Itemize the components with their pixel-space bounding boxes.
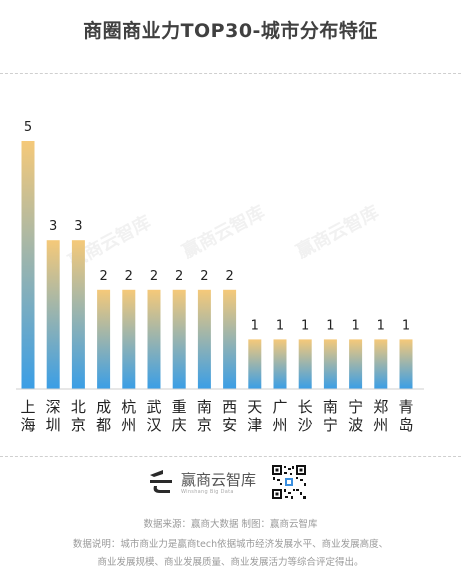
bar bbox=[273, 339, 287, 389]
data-label: 1 bbox=[377, 318, 385, 333]
x-tick-label: 北京 bbox=[70, 398, 86, 434]
data-label: 1 bbox=[402, 318, 410, 333]
data-note-line-1: 数据说明：城市商业力是赢商tech依据城市经济发展水平、商业发展高度、 bbox=[72, 539, 389, 550]
x-tick-label: 武汉 bbox=[146, 398, 162, 434]
data-label: 2 bbox=[150, 269, 158, 284]
x-tick-label: 西安 bbox=[222, 398, 238, 434]
data-label: 3 bbox=[74, 219, 82, 234]
bar bbox=[147, 289, 161, 389]
x-tick-label: 长沙 bbox=[297, 398, 313, 434]
data-label: 2 bbox=[99, 269, 107, 284]
bar bbox=[298, 339, 312, 389]
bar bbox=[172, 289, 186, 389]
bar bbox=[46, 240, 60, 389]
data-label: 2 bbox=[175, 269, 183, 284]
x-tick-label: 南京 bbox=[196, 398, 212, 434]
x-tick-label: 广州 bbox=[272, 398, 288, 434]
data-label: 3 bbox=[49, 219, 57, 234]
bar bbox=[21, 141, 35, 389]
bar bbox=[374, 339, 388, 389]
data-source: 数据来源：赢商大数据 制图：赢商云智库 bbox=[143, 519, 318, 530]
x-tick-label: 上海 bbox=[20, 398, 36, 434]
bar bbox=[71, 240, 85, 389]
data-label: 1 bbox=[251, 318, 259, 333]
data-label: 2 bbox=[200, 269, 208, 284]
bar bbox=[248, 339, 262, 389]
footer-brand-sub: Winshang Big Data bbox=[181, 489, 234, 495]
data-label: 1 bbox=[301, 318, 309, 333]
x-tick-label: 宁波 bbox=[348, 398, 364, 434]
data-label: 2 bbox=[225, 269, 233, 284]
bar bbox=[399, 339, 413, 389]
data-label: 1 bbox=[326, 318, 334, 333]
qr-code-icon bbox=[271, 464, 307, 500]
x-tick-label: 成都 bbox=[96, 398, 112, 434]
data-label: 1 bbox=[351, 318, 359, 333]
bar bbox=[323, 339, 337, 389]
x-tick-label: 郑州 bbox=[373, 398, 389, 434]
chart-title: 商圈商业力TOP30-城市分布特征 bbox=[83, 20, 378, 42]
brand-logo-icon bbox=[150, 470, 172, 493]
top-divider bbox=[0, 73, 461, 74]
data-label: 1 bbox=[276, 318, 284, 333]
x-tick-label: 青岛 bbox=[398, 398, 414, 434]
footer-brand: 赢商云智库 bbox=[181, 471, 257, 489]
x-tick-label: 深圳 bbox=[45, 398, 61, 434]
data-label: 2 bbox=[125, 269, 133, 284]
bar bbox=[197, 289, 211, 389]
data-note-line-2: 商业发展规模、商业发展质量、商业发展活力等综合评定得出。 bbox=[97, 557, 364, 568]
bar-chart: 5 3 3 2 2 2 2 2 2 1 1 1 1 1 1 1 bbox=[16, 120, 424, 390]
x-tick-label: 南宁 bbox=[322, 398, 338, 434]
bottom-divider bbox=[0, 456, 461, 457]
data-label: 5 bbox=[24, 120, 32, 135]
bar bbox=[122, 289, 136, 389]
bar bbox=[349, 339, 363, 389]
x-tick-label: 天津 bbox=[247, 398, 263, 434]
x-tick-label: 重庆 bbox=[171, 398, 187, 434]
bar bbox=[223, 289, 237, 389]
x-tick-label: 杭州 bbox=[121, 398, 137, 434]
bar bbox=[97, 289, 111, 389]
